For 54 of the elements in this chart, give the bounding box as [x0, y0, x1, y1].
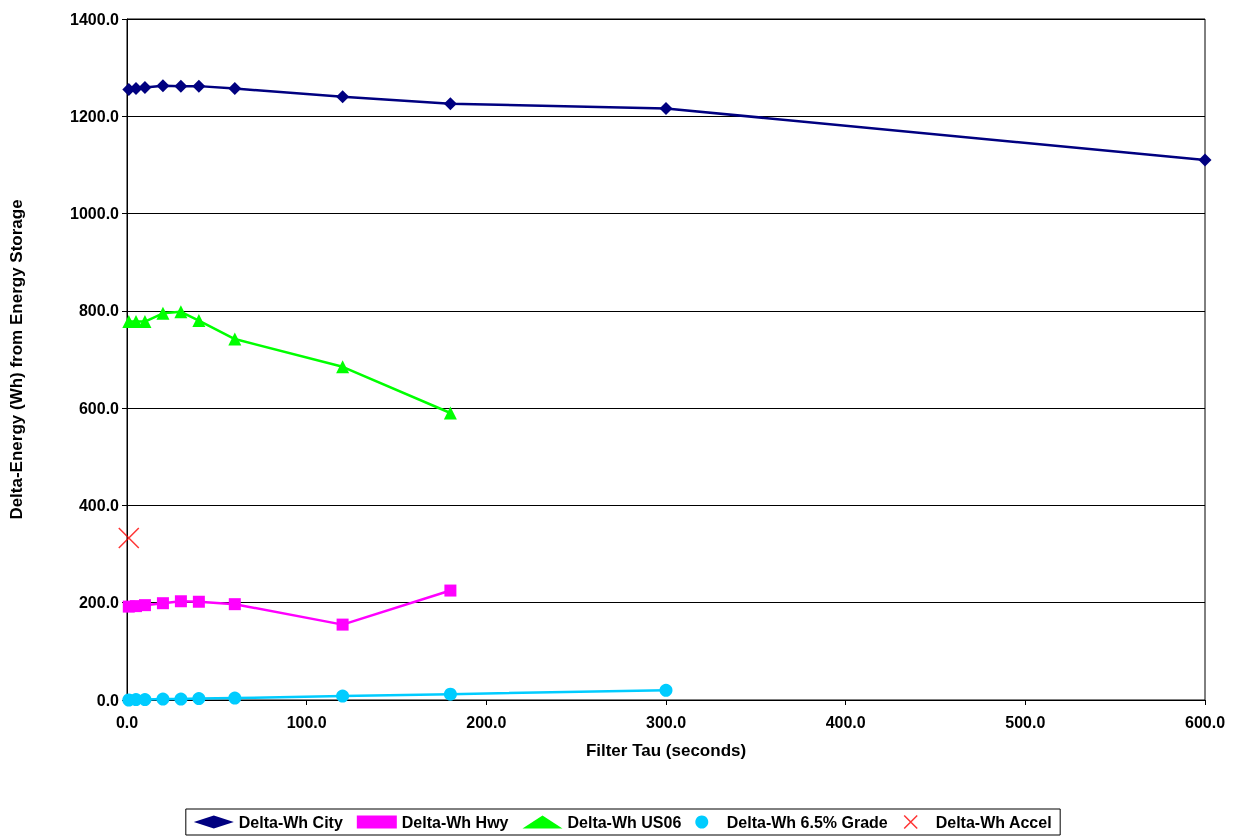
point [1198, 153, 1212, 167]
y-tick-label: 1400.0 [70, 10, 120, 28]
point [156, 692, 170, 706]
legend-label: Delta-Wh US06 [567, 813, 682, 831]
point [659, 102, 673, 115]
point [228, 332, 242, 346]
point [443, 406, 457, 420]
point [156, 306, 170, 320]
point [174, 305, 188, 319]
point [192, 692, 206, 706]
point [443, 687, 457, 701]
point [174, 79, 188, 93]
point [138, 81, 152, 95]
point [192, 595, 205, 608]
y-tick-label: 600.0 [78, 399, 120, 417]
y-tick-label: 200.0 [78, 594, 120, 612]
legend-label: Delta-Wh Hwy [401, 813, 509, 831]
x-tick-label: 100.0 [286, 713, 327, 731]
point [444, 584, 457, 597]
x-tick-label: 500.0 [1005, 713, 1046, 731]
x-tick-label: 600.0 [1184, 713, 1226, 731]
point [336, 90, 350, 104]
point [156, 597, 169, 610]
x-tick-label: 300.0 [645, 713, 687, 731]
x-axis-title: Filter Tau (seconds) [585, 741, 747, 760]
point [336, 360, 350, 374]
legend-label: Delta-Wh City [238, 813, 343, 831]
point [443, 97, 457, 111]
point [138, 693, 152, 707]
y-tick-label: 400.0 [78, 496, 120, 514]
point [156, 79, 170, 93]
legend-label: Delta-Wh Accel [935, 813, 1052, 831]
point [192, 314, 206, 328]
point [228, 82, 242, 96]
point [174, 692, 188, 706]
point [192, 79, 206, 93]
point [174, 595, 187, 608]
x-tick-label: 0.0 [115, 713, 139, 731]
point [228, 598, 241, 611]
point [118, 527, 140, 549]
x-tick-label: 200.0 [466, 713, 507, 731]
point [138, 599, 151, 612]
x-tick-label: 400.0 [825, 713, 866, 731]
point [228, 691, 242, 705]
y-tick-label: 1200.0 [70, 107, 120, 125]
y-tick-label: 1000.0 [70, 205, 120, 223]
point [336, 618, 349, 631]
legend-label: Delta-Wh 6.5% Grade [726, 813, 888, 831]
y-axis-title: Delta-Energy (Wh) from Energy Storage [7, 199, 26, 520]
y-tick-label: 800.0 [78, 302, 120, 320]
point [138, 315, 152, 329]
y-tick-label: 0.0 [96, 691, 120, 709]
point [659, 683, 673, 697]
point [336, 689, 350, 703]
